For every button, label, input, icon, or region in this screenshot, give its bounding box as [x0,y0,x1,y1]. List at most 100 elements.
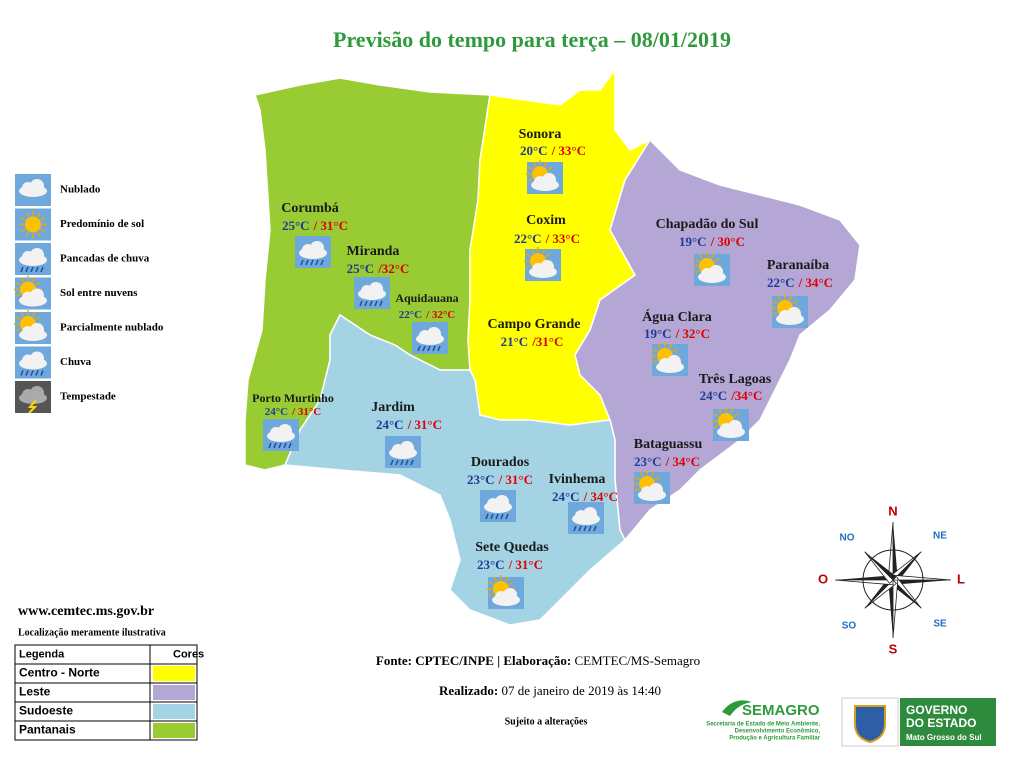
note: Localização meramente ilustrativa [18,627,166,638]
compass-ring [862,549,924,611]
compass: N NE L SE S SO O NO [818,503,965,656]
semagro-subtitle: Desenvolvimento Econômico, [735,729,821,735]
rain-drop [495,513,499,520]
semagro-name: SEMAGRO [742,702,820,719]
temp-max: / 31°C [498,472,533,487]
compass-label: NO [840,533,855,544]
sun-ray [15,281,21,286]
rain-drop [364,300,368,307]
region-label: Centro - Norte [19,666,100,680]
temp-max: / 32°C [675,326,710,341]
rain-drop [30,266,34,273]
temp-max: / 31°C [508,557,543,572]
sun-ray [733,413,739,418]
sun-ray [36,231,41,237]
rain-drop [268,442,272,449]
rain-drop [432,345,436,352]
temp-min: 22°C [399,309,422,321]
cloud [787,307,801,321]
city-name: Jardim [371,400,415,415]
cloud [369,282,383,296]
cloud [30,351,44,366]
rain-drop [583,525,587,532]
sun-ray [488,592,494,597]
city-name: Porto Murtinho [252,391,334,405]
city-temps: 21°C/31°C [501,334,564,349]
rain-drop [25,370,29,376]
sun-ray [650,471,655,477]
compass-point [888,580,893,638]
sun-ray [530,248,535,254]
compass-label: S [889,641,898,656]
compass-point [864,551,897,580]
region-color [153,723,195,738]
icon-legend-label: Predomínio de sol [60,218,144,230]
rain-drop [40,370,44,376]
sun-ray [31,311,36,317]
rain-drop [573,525,577,532]
city-temps: 24°C/ 31°C [265,406,322,418]
cloud [583,507,597,521]
sun-ray [493,576,498,582]
temp-min: 25°C [347,261,375,276]
rain-drop [578,525,582,532]
cloud [503,588,517,602]
cloud [30,248,44,262]
compass-label: O [818,571,828,586]
sun-ray [714,258,720,263]
sun-ray [508,581,514,586]
city-temps: 23°C/ 31°C [467,472,533,487]
weather-icon [354,277,390,309]
sun-ray [15,316,21,321]
region-sudoeste [283,313,626,626]
weather-icon [15,208,51,241]
city-name: Água Clara [642,308,712,325]
sun-ray [718,408,723,414]
temp-max: /34°C [730,388,762,403]
rain-drop [283,442,287,449]
sun-ray [694,269,700,274]
temp-min: 19°C [644,326,672,341]
rain-drop [30,370,34,376]
weather-icon [651,342,688,376]
compass-label: NE [933,531,947,542]
city-name: Miranda [347,244,400,259]
region-legend: Legenda Cores Centro - Norte Leste Sudoeste P… [14,644,204,741]
city-temps: 25°C/ 31°C [282,218,348,233]
compass-label: L [957,571,965,586]
sun-ray [772,300,778,305]
sun-ray [31,277,36,283]
rain-drop [400,459,404,466]
rain-drop [405,459,409,466]
sun-ray [652,348,658,353]
table-header: Cores [173,648,204,660]
weather-icon [568,502,604,534]
temp-max: / 34°C [583,489,618,504]
sun-ray [35,281,41,286]
region-label: Leste [19,685,51,699]
footer-source: Fonte: CPTEC/INPE | Elaboração: CEMTEC/M… [376,653,700,668]
weather-icon [712,407,749,441]
temp-max: / 34°C [665,454,700,469]
cloud [728,420,742,434]
region-label: Sudoeste [19,704,73,718]
weather-icon [15,243,51,275]
weather-icon [633,470,670,504]
icon-legend-label: Pancadas de chuva [60,253,150,265]
rain-drop [417,345,421,352]
gov-title: DO ESTADO [906,716,976,730]
icon-legend-label: Nublado [60,184,101,196]
rain-drop [315,259,319,266]
city-name: Três Lagoas [699,372,772,387]
temp-min: 23°C [634,454,662,469]
temp-min: 23°C [477,557,505,572]
source: CEMTEC/MS-Semagro [574,653,700,668]
temp-min: 24°C [552,489,580,504]
sun-ray [713,413,719,418]
cloud [542,173,556,187]
sun-ray [657,343,662,349]
weather-icon [15,174,51,206]
cloud [310,241,324,255]
crest [854,705,886,744]
